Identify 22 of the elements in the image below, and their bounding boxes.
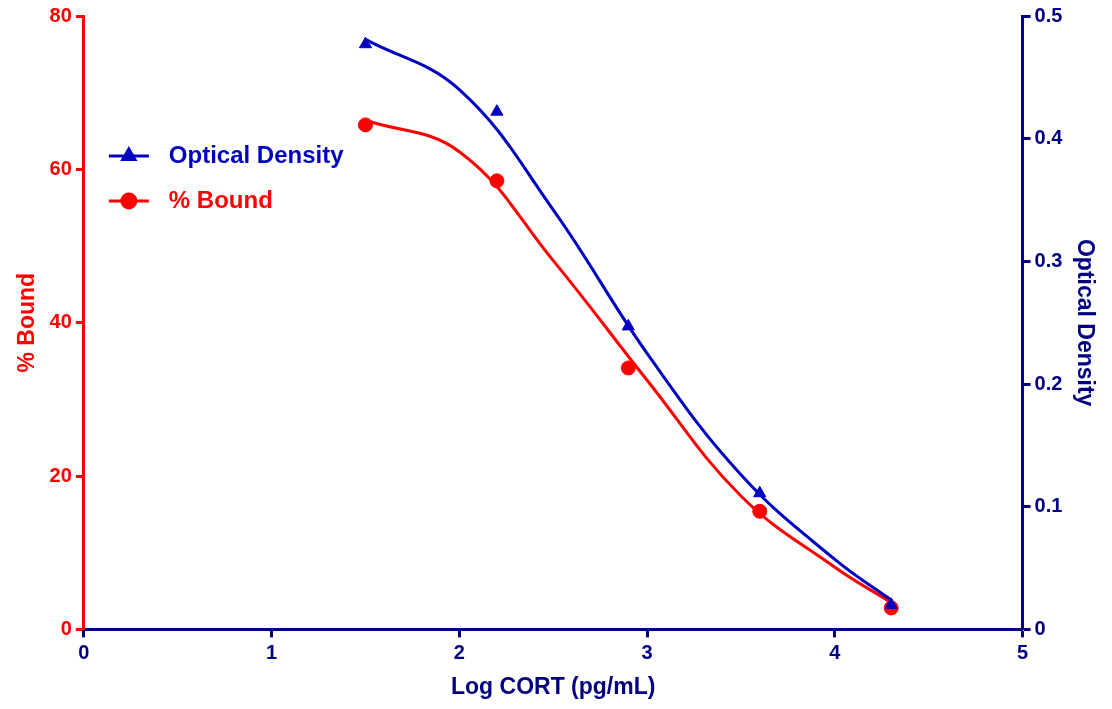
x-axis-title: Log CORT (pg/mL) <box>451 672 656 699</box>
y2-tick-label: 0.4 <box>1034 126 1064 149</box>
y2-tick-label: 0 <box>1034 616 1046 639</box>
x-tick-label: 3 <box>641 640 653 663</box>
y2-tick-label: 0.5 <box>1034 3 1063 26</box>
legend-label: Optical Density <box>168 140 345 168</box>
y-tick-label: 20 <box>49 463 72 486</box>
y-tick-label: 80 <box>49 3 72 26</box>
x-tick-label: 4 <box>829 640 842 663</box>
y2-tick-label: 0.3 <box>1034 248 1063 271</box>
y-tick-label: 40 <box>49 310 72 333</box>
y-tick-label: 0 <box>60 616 72 639</box>
x-tick-label: 0 <box>78 640 90 663</box>
y-axis-title: % Bound <box>13 272 40 373</box>
y2-tick-label: 0.1 <box>1034 494 1063 517</box>
y2-tick-label: 0.2 <box>1034 371 1063 394</box>
y2-axis-title: Optical Density <box>1072 238 1099 407</box>
x-tick-label: 5 <box>1017 640 1029 663</box>
legend-label: % Bound <box>168 185 273 213</box>
x-tick-label: 1 <box>266 640 278 663</box>
x-tick-label: 2 <box>453 640 465 663</box>
y-tick-label: 60 <box>49 156 72 179</box>
